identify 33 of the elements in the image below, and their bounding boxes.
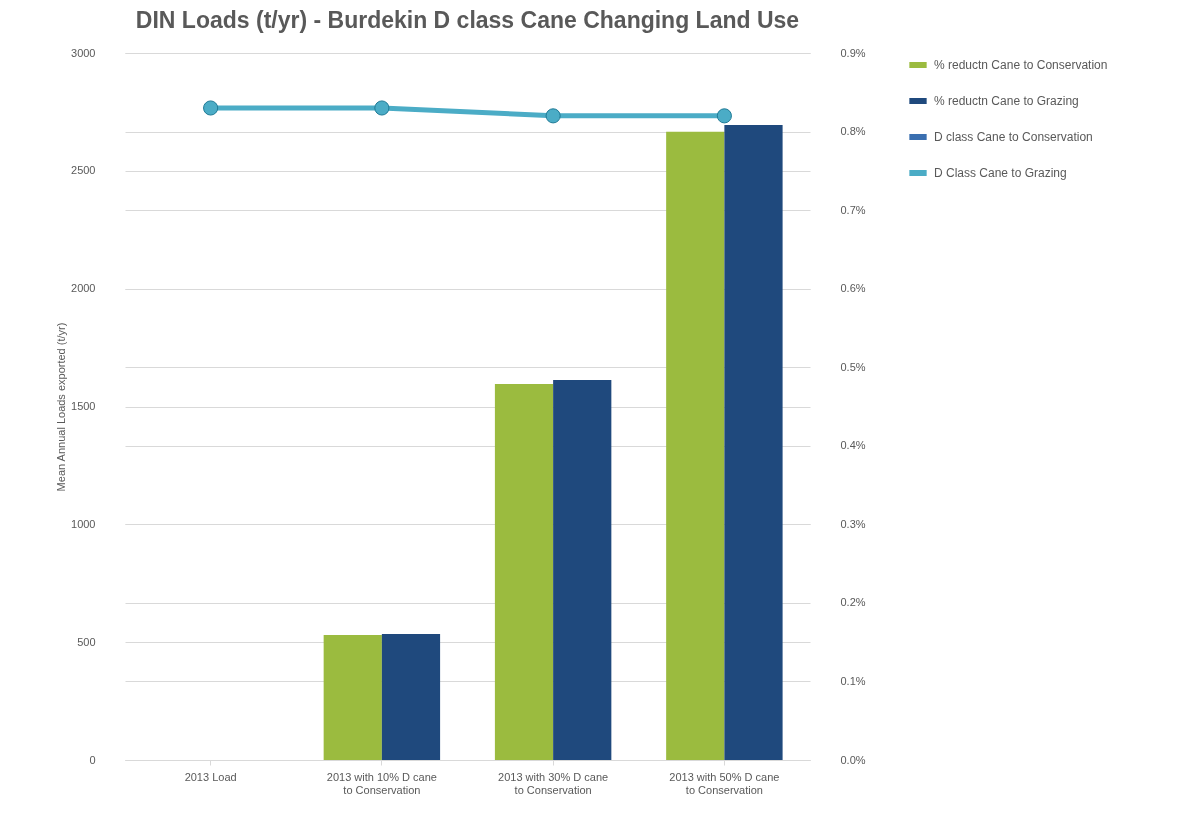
- x-tick-label: 2013 with 30% D cane to Conservation: [498, 770, 609, 796]
- y-tick-label: 500: [77, 635, 96, 648]
- y-tick-label: 1000: [71, 517, 96, 530]
- legend-label: D class Cane to Conservation: [934, 130, 1093, 144]
- y2-tick-label: 0.2%: [840, 596, 866, 609]
- bar: [494, 384, 554, 760]
- y2-tick-label: 0.3%: [840, 517, 866, 530]
- y-axis-title: Mean Annual Loads exported (t/yr): [55, 322, 68, 492]
- bar: [666, 131, 725, 760]
- y2-tick-label: 0.9%: [840, 46, 866, 59]
- y-tick-label: 1500: [71, 400, 96, 412]
- x-tick-label: 2013 Load: [184, 770, 237, 783]
- y2-tick-label: 0.7%: [840, 203, 866, 216]
- legend-label: % reductn Cane to Conservation: [934, 58, 1108, 72]
- bar: [381, 633, 441, 760]
- bar: [553, 380, 612, 760]
- y2-tick-label: 0.5%: [840, 360, 866, 373]
- x-tick-label: 2013 with 10% D cane to Conservation: [326, 770, 437, 796]
- bar: [323, 635, 382, 760]
- y-tick-label: 2000: [71, 282, 96, 295]
- y-tick-label: 3000: [71, 46, 96, 59]
- y-tick-label: 0: [89, 753, 96, 766]
- legend-label: % reductn Cane to Grazing: [934, 94, 1079, 108]
- bar: [724, 125, 783, 760]
- y2-tick-label: 0.6%: [840, 282, 866, 295]
- chart-title: DIN Loads (t/yr) - Burdekin D class Cane Changing Land Use: [135, 7, 800, 33]
- y2-tick-label: 0.1%: [840, 674, 866, 687]
- legend-label: D Class Cane to Grazing: [934, 166, 1067, 180]
- y2-tick-label: 0.0%: [840, 753, 866, 766]
- y2-tick-label: 0.8%: [840, 125, 866, 138]
- x-tick-label: 2013 with 50% D cane to Conservation: [669, 770, 780, 796]
- y2-tick-label: 0.4%: [840, 439, 866, 452]
- y-tick-label: 2500: [71, 164, 96, 177]
